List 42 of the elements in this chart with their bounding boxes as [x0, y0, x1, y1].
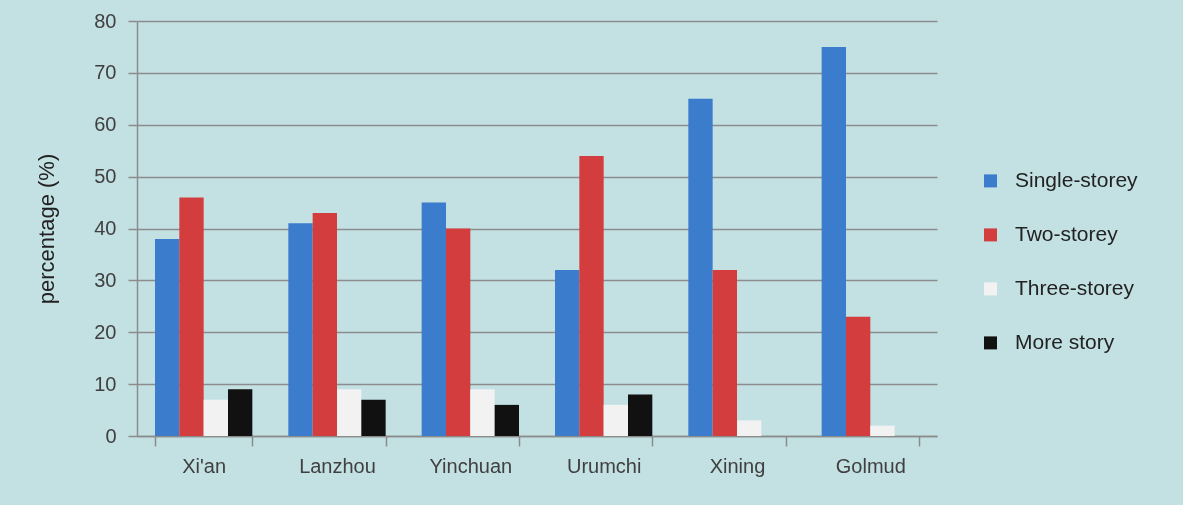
bar	[688, 98, 713, 436]
bar	[628, 394, 653, 436]
bar	[155, 238, 180, 436]
legend-label: More story	[1015, 329, 1115, 353]
legend-label: Single-storey	[1015, 167, 1139, 191]
bar	[361, 399, 386, 436]
y-tick-label: 10	[94, 372, 117, 395]
bar	[470, 389, 495, 436]
legend-label: Two-storey	[1015, 221, 1119, 245]
bar	[337, 389, 362, 436]
bar	[312, 212, 337, 436]
x-tick-label: Xi'an	[182, 454, 227, 477]
y-tick-label: 80	[94, 9, 117, 32]
bar	[494, 404, 519, 436]
x-tick-label: Lanzhou	[299, 454, 376, 477]
bar	[579, 155, 604, 436]
bar	[870, 425, 895, 436]
y-axis-title: percentage (%)	[34, 153, 60, 305]
bar	[288, 223, 313, 436]
y-tick-label: 50	[94, 165, 117, 188]
bar	[203, 399, 228, 436]
bar	[846, 316, 871, 436]
x-tick-label: Urumchi	[566, 454, 642, 477]
bar	[421, 202, 446, 436]
bar	[228, 389, 253, 436]
y-tick-label: 70	[94, 61, 117, 84]
bar	[179, 197, 204, 436]
bar	[821, 46, 846, 436]
legend-label: Three-storey	[1015, 275, 1135, 299]
bar	[737, 420, 762, 436]
x-tick-label: Golmud	[835, 454, 906, 477]
x-tick-label: Xining	[709, 454, 766, 477]
y-tick-label: 20	[94, 320, 117, 343]
y-tick-label: 0	[105, 424, 117, 447]
bar	[555, 270, 580, 436]
y-tick-label: 30	[94, 268, 117, 291]
x-tick-label: Yinchuan	[429, 454, 513, 477]
bar	[712, 270, 737, 436]
bar	[603, 404, 628, 436]
y-tick-label: 40	[94, 217, 117, 239]
bar	[446, 228, 471, 436]
y-tick-label: 60	[94, 113, 117, 136]
